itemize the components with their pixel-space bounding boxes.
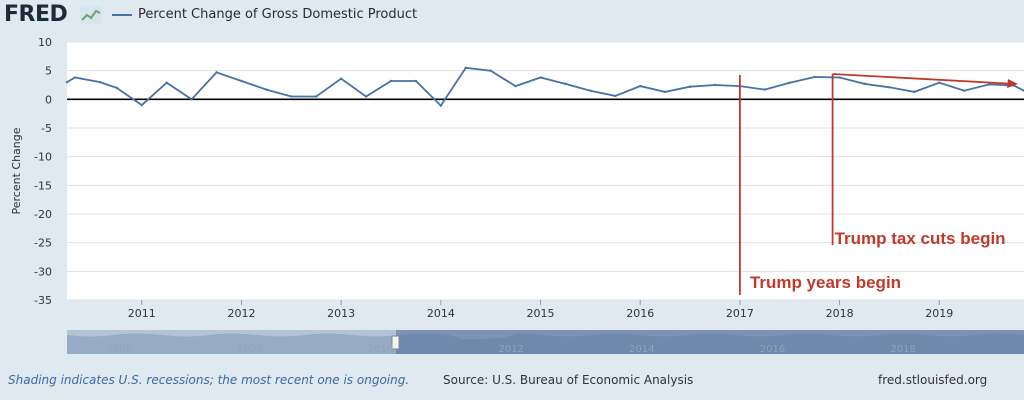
y-axis-label: Percent Change xyxy=(10,127,23,214)
navigator-selection xyxy=(396,330,1024,354)
data-point xyxy=(464,66,467,70)
recession-note: Shading indicates U.S. recessions; the m… xyxy=(8,373,410,387)
data-point xyxy=(439,104,443,107)
data-point xyxy=(140,103,143,107)
time-navigator[interactable]: 2006 2008 2010 2012 2014 2016 2018 xyxy=(67,330,1024,355)
tax-cuts-trend-line xyxy=(832,73,1017,85)
legend[interactable]: Percent Change of Gross Domestic Product xyxy=(112,7,417,22)
x-tick-label: 2012 xyxy=(227,307,255,320)
x-axis: 2011 2012 2013 2014 2015 2016 2017 2018 2019 xyxy=(128,300,953,320)
y-tick-label: -20 xyxy=(34,208,52,221)
data-point xyxy=(98,80,102,84)
data-point xyxy=(688,85,692,88)
data-point xyxy=(663,90,667,94)
data-point xyxy=(713,83,717,87)
data-point xyxy=(639,84,642,88)
data-point xyxy=(389,79,393,83)
y-tick-label: -25 xyxy=(34,237,52,250)
data-point xyxy=(364,95,368,98)
navigator-year-label: 2016 xyxy=(760,344,785,355)
x-tick-label: 2015 xyxy=(527,307,555,320)
data-point xyxy=(838,76,841,79)
x-tick-label: 2018 xyxy=(826,307,854,320)
x-tick-label: 2017 xyxy=(726,307,754,320)
y-tick-label: -5 xyxy=(41,122,52,135)
navigator-year-label: 2018 xyxy=(890,344,915,355)
y-tick-label: -10 xyxy=(34,151,52,164)
data-point xyxy=(589,89,592,92)
navigator-year-label: 2010 xyxy=(368,344,393,355)
data-point xyxy=(414,79,418,83)
annotations: Trump years begin Trump tax cuts begin xyxy=(738,73,1018,295)
chart-footer: Shading indicates U.S. recessions; the m… xyxy=(0,365,1024,395)
data-point xyxy=(265,88,268,91)
data-point xyxy=(215,71,218,74)
data-point xyxy=(763,88,767,91)
navigator-year-label: 2006 xyxy=(107,344,132,355)
data-point xyxy=(290,95,293,98)
fred-chart-icon xyxy=(80,6,102,24)
data-point xyxy=(115,86,119,90)
data-point xyxy=(339,77,343,80)
data-point xyxy=(190,98,193,101)
x-tick-label: 2016 xyxy=(626,307,654,320)
source-note: Source: U.S. Bureau of Economic Analysis xyxy=(443,373,694,387)
y-tick-label: -15 xyxy=(34,179,52,192)
legend-swatch xyxy=(112,13,132,16)
data-point xyxy=(514,84,517,88)
y-tick-label: -35 xyxy=(34,294,52,307)
tax-cuts-label: Trump tax cuts begin xyxy=(835,229,1006,248)
navigator-handle[interactable] xyxy=(391,335,400,350)
legend-series-name: Percent Change of Gross Domestic Product xyxy=(138,7,418,22)
navigator-year-label: 2012 xyxy=(498,344,523,355)
y-axis: 10 5 0 -5 -10 -15 -20 -25 -30 -35 xyxy=(34,36,52,307)
trend-arrowhead xyxy=(1007,79,1018,88)
x-tick-label: 2013 xyxy=(327,307,355,320)
data-point xyxy=(913,90,916,94)
data-point xyxy=(987,83,991,86)
site-link[interactable]: fred.stlouisfed.org xyxy=(878,373,988,387)
y-tick-label: 5 xyxy=(45,65,52,78)
data-point xyxy=(240,79,243,83)
data-point xyxy=(165,81,168,84)
chart-header: FRED Percent Change of Gross Domestic Pr… xyxy=(0,0,1024,34)
x-tick-label: 2014 xyxy=(427,307,455,320)
y-tick-label: 10 xyxy=(38,36,52,49)
x-tick-label: 2011 xyxy=(128,307,156,320)
data-point xyxy=(938,81,941,84)
data-point xyxy=(564,82,567,86)
data-point xyxy=(614,94,617,98)
data-point xyxy=(863,82,866,86)
data-point xyxy=(813,75,816,79)
data-point xyxy=(539,76,542,79)
y-tick-label: -30 xyxy=(34,265,52,278)
trump-years-label: Trump years begin xyxy=(750,273,901,292)
navigator-year-label: 2014 xyxy=(629,344,654,355)
data-point xyxy=(962,89,966,92)
y-tick-label: 0 xyxy=(45,93,52,106)
data-point xyxy=(65,80,69,84)
data-point xyxy=(788,81,791,84)
data-point xyxy=(489,69,492,72)
plot-area xyxy=(67,42,1024,300)
data-point xyxy=(73,76,77,79)
x-tick-label: 2019 xyxy=(925,307,953,320)
series-points xyxy=(65,66,1024,107)
fred-logo[interactable]: FRED xyxy=(4,2,68,27)
data-point xyxy=(888,86,891,89)
navigator-year-label: 2008 xyxy=(237,344,262,355)
data-point xyxy=(315,95,318,98)
